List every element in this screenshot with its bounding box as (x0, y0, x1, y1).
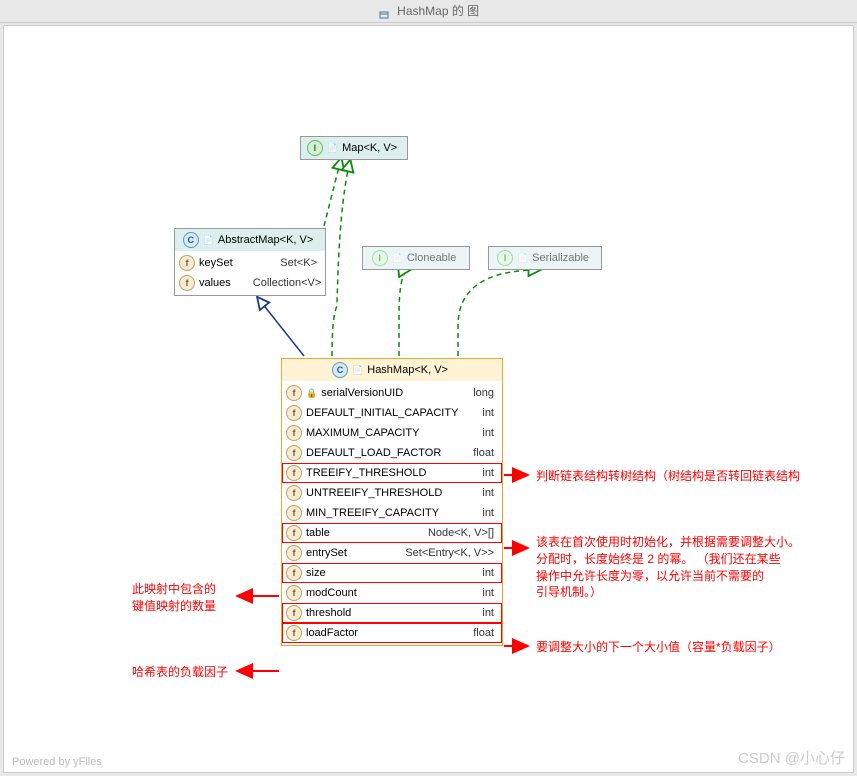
watermark: CSDN @小心仔 (738, 747, 845, 768)
field-icon: f (286, 485, 302, 501)
field-name: MIN_TREEIFY_CAPACITY (306, 507, 460, 519)
field-icon: f (286, 465, 302, 481)
field-row: f MAXIMUM_CAPACITY int (282, 423, 502, 443)
field-row: f loadFactor float (282, 623, 502, 643)
annotation-loadfactor: 哈希表的负载因子 (132, 664, 228, 681)
window-title-bar: HashMap 的 图 (0, 0, 857, 23)
annotation-table: 该表在首次使用时初始化，并根据需要调整大小。 分配时，长度始终是 2 的幂。 （… (536, 534, 800, 601)
field-type: long (473, 387, 494, 399)
field-type: int (482, 507, 494, 519)
package-icon: 📄 (517, 253, 528, 264)
class-label: HashMap<K, V> (367, 364, 448, 376)
window-title: HashMap 的 图 (397, 4, 479, 18)
app-icon (378, 6, 390, 18)
class-label: AbstractMap<K, V> (218, 234, 313, 246)
field-name: MAXIMUM_CAPACITY (306, 427, 460, 439)
field-row: f TREEIFY_THRESHOLD int (282, 463, 502, 483)
interface-cloneable[interactable]: I 📄 Cloneable (362, 246, 470, 270)
field-icon: f (286, 405, 302, 421)
field-name: DEFAULT_LOAD_FACTOR (306, 447, 451, 459)
field-icon: f (286, 385, 302, 401)
annotation-size: 此映射中包含的 键值映射的数量 (132, 581, 216, 615)
interface-map[interactable]: I 📄 Map<K, V> (300, 136, 408, 160)
interface-icon: I (497, 250, 513, 266)
field-row: f 🔒 serialVersionUID long (282, 383, 502, 403)
field-icon: f (179, 275, 195, 291)
package-icon: 📄 (352, 365, 363, 376)
interface-icon: I (372, 250, 388, 266)
field-type: int (482, 467, 494, 479)
field-row: f entrySet Set<Entry<K, V>> (282, 543, 502, 563)
field-type: int (482, 587, 494, 599)
field-icon: f (286, 445, 302, 461)
field-type: int (482, 567, 494, 579)
field-name: modCount (306, 587, 460, 599)
field-name: size (306, 567, 460, 579)
field-row: f DEFAULT_LOAD_FACTOR float (282, 443, 502, 463)
field-name: keySet (199, 257, 258, 269)
field-row: f UNTREEIFY_THRESHOLD int (282, 483, 502, 503)
field-icon: f (286, 525, 302, 541)
interface-serializable[interactable]: I 📄 Serializable (488, 246, 602, 270)
field-type: Node<K, V>[] (428, 527, 494, 539)
field-icon: f (179, 255, 195, 271)
field-type: float (473, 447, 494, 459)
class-hashmap[interactable]: C 📄 HashMap<K, V> f 🔒 serialVersionUID long… (281, 358, 503, 646)
field-type: int (482, 407, 494, 419)
field-row: f MIN_TREEIFY_CAPACITY int (282, 503, 502, 523)
package-icon: 📄 (392, 253, 403, 264)
annotation-threshold: 要调整大小的下一个大小值（容量*负载因子） (536, 639, 781, 656)
field-name: values (199, 277, 231, 289)
field-row: f keySet Set<K> (175, 253, 325, 273)
field-name: loadFactor (306, 627, 451, 639)
footer-credit: Powered by yFiles (12, 756, 102, 768)
field-icon: f (286, 605, 302, 621)
package-icon: 📄 (203, 235, 214, 246)
lock-icon: 🔒 (306, 388, 317, 399)
field-type: int (482, 487, 494, 499)
interface-icon: I (307, 140, 323, 156)
field-name: DEFAULT_INITIAL_CAPACITY (306, 407, 460, 419)
class-label: Serializable (532, 252, 589, 264)
field-name: UNTREEIFY_THRESHOLD (306, 487, 460, 499)
field-row: f modCount int (282, 583, 502, 603)
field-name: table (306, 527, 406, 539)
field-row: fsize int (282, 563, 502, 583)
field-type: Set<K> (280, 257, 317, 269)
field-row: f values Collection<V> (175, 273, 325, 293)
field-type: Set<Entry<K, V>> (405, 547, 494, 559)
field-icon: f (286, 585, 302, 601)
field-row: f DEFAULT_INITIAL_CAPACITY int (282, 403, 502, 423)
annotation-treeify: 判断链表结构转树结构（树结构是否转回链表结构 (536, 468, 800, 485)
field-icon: f (286, 565, 302, 581)
class-icon: C (183, 232, 199, 248)
field-name: TREEIFY_THRESHOLD (306, 467, 460, 479)
field-name: serialVersionUID (321, 387, 451, 399)
field-icon: f (286, 505, 302, 521)
field-icon: f (286, 545, 302, 561)
field-name: threshold (306, 607, 460, 619)
class-label: Cloneable (407, 252, 457, 264)
diagram-canvas: I 📄 Map<K, V> C 📄 AbstractMap<K, V> f ke… (3, 25, 854, 773)
field-name: entrySet (306, 547, 383, 559)
field-type: int (482, 427, 494, 439)
field-type: Collection<V> (253, 277, 322, 289)
field-icon: f (286, 425, 302, 441)
field-icon: f (286, 625, 302, 641)
field-type: float (473, 627, 494, 639)
package-icon: 📄 (327, 143, 338, 154)
class-label: Map<K, V> (342, 142, 397, 154)
field-row: f threshold int (282, 603, 502, 623)
class-abstractmap[interactable]: C 📄 AbstractMap<K, V> f keySet Set<K> f … (174, 228, 326, 296)
field-type: int (482, 607, 494, 619)
class-icon: C (332, 362, 348, 378)
field-row: ftable Node<K, V>[] (282, 523, 502, 543)
